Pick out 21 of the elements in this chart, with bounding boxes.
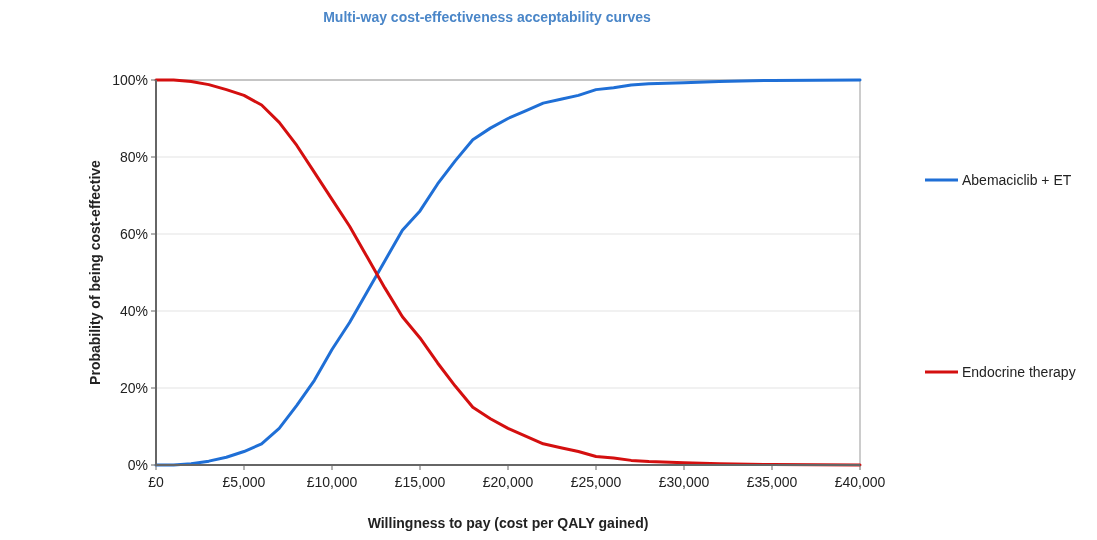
x-tick-label: £5,000 <box>222 474 266 490</box>
x-tick-label: £0 <box>148 474 164 490</box>
chart-title: Multi-way cost-effectiveness acceptability curves <box>323 9 651 25</box>
y-tick-label: 40% <box>119 302 148 319</box>
x-tick-label: £40,000 <box>834 474 886 490</box>
line-series <box>154 78 862 467</box>
x-tick-label: £20,000 <box>482 474 534 490</box>
y-tick-label: 20% <box>119 379 148 396</box>
y-axis-title: Probability of being cost-effective <box>87 159 103 385</box>
x-tick-label: £30,000 <box>658 474 710 490</box>
y-tick-label: 100% <box>112 71 148 88</box>
x-tick-label: £10,000 <box>306 474 358 490</box>
legend-label: Abemaciclib + ET <box>962 171 1072 188</box>
legend-label: Endocrine therapy <box>962 363 1076 380</box>
y-tick-label: 60% <box>119 225 148 242</box>
x-tick-label: £15,000 <box>394 474 446 490</box>
x-axis-title: Willingness to pay (cost per QALY gained) <box>367 515 649 531</box>
x-tick-label: £25,000 <box>570 474 622 490</box>
y-tick-label: 80% <box>119 148 148 165</box>
y-tick-label: 0% <box>127 456 148 473</box>
x-tick-label: £35,000 <box>746 474 798 490</box>
